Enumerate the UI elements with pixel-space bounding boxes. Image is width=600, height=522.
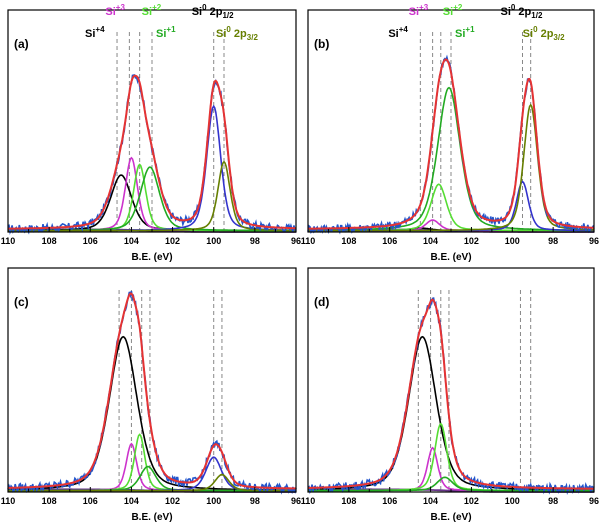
annotation-si1: Si+1 [455,25,475,40]
fit-envelope [8,292,296,490]
x-tick-label: 102 [165,236,180,246]
x-tick-label: 100 [505,496,520,506]
annotation-si3: Si+3 [409,3,429,18]
annotation-si4: Si+4 [85,25,105,40]
x-tick-label: 108 [42,236,57,246]
x-tick-label: 110 [1,236,16,246]
x-axis-label: B.E. (eV) [131,252,172,263]
panel-0: 110 108 106 104 102 100 98 96B.E. (eV)(a)Si+3 Si… [1,3,301,263]
plot-frame [7,9,297,233]
panel-3: 110 108 106 104 102 100 98 96 B.E. (eV) (d) [301,267,599,522]
x-tick-label: 106 [83,496,98,506]
x-tick-label: 106 [83,236,98,246]
panel-1: 110 108 106 104 102 100 98 96B.E. (eV)(b)Si+3 Si… [301,3,599,263]
x-tick-label: 104 [124,236,139,246]
annotation-si0_half: Si0 2p1/2 [501,3,543,20]
annotation-si4: Si+4 [388,25,408,40]
annotation-si2: Si+2 [142,3,162,18]
x-tick-label: 104 [423,496,438,506]
panel-2: 110 108 106 104 102 100 98 96 B.E. (eV) (c) [1,267,301,522]
x-tick-label: 100 [206,496,221,506]
fit-envelope [8,74,296,230]
x-tick-label: 104 [423,236,438,246]
fit-envelope [307,298,594,490]
plot-frame [7,267,297,493]
x-tick-label: 100 [206,236,221,246]
component-si4 [8,335,296,491]
panel-label: (c) [14,295,29,309]
x-tick-label: 110 [301,236,316,246]
x-axis-label: B.E. (eV) [430,512,471,522]
x-tick-label: 98 [548,236,558,246]
panel-label: (a) [14,37,29,51]
annotation-si0_3half: Si0 2p3/2 [216,25,258,42]
x-tick-label: 108 [42,496,57,506]
panel-label: (d) [314,295,329,309]
annotation-si0_half: Si0 2p1/2 [192,3,234,20]
component-si4 [308,335,594,491]
x-tick-label: 98 [250,236,260,246]
x-axis-label: B.E. (eV) [430,252,471,263]
x-tick-label: 106 [382,496,397,506]
x-tick-label: 96 [589,496,599,506]
x-tick-label: 110 [301,496,316,506]
x-tick-label: 110 [1,496,16,506]
component-si1 [8,166,296,232]
x-tick-label: 102 [464,496,479,506]
x-tick-label: 98 [548,496,558,506]
x-tick-label: 108 [341,236,356,246]
x-tick-label: 100 [505,236,520,246]
x-tick-label: 104 [124,496,139,506]
annotation-si0_3half: Si0 2p3/2 [523,25,565,42]
x-tick-label: 106 [382,236,397,246]
fit-envelope [308,58,595,230]
x-tick-label: 96 [589,236,599,246]
plot-frame [307,267,595,493]
plot-frame [307,9,595,233]
annotation-si3: Si+3 [105,3,125,18]
panel-label: (b) [314,37,329,51]
x-tick-label: 102 [464,236,479,246]
x-tick-label: 98 [250,496,260,506]
annotation-si1: Si+1 [156,25,176,40]
x-tick-label: 96 [291,236,301,246]
x-tick-label: 108 [341,496,356,506]
x-tick-label: 102 [165,496,180,506]
x-tick-label: 96 [291,496,301,506]
x-axis-label: B.E. (eV) [131,512,172,522]
component-si1 [308,476,594,492]
annotation-si2: Si+2 [443,3,463,18]
raw-data [7,290,297,495]
